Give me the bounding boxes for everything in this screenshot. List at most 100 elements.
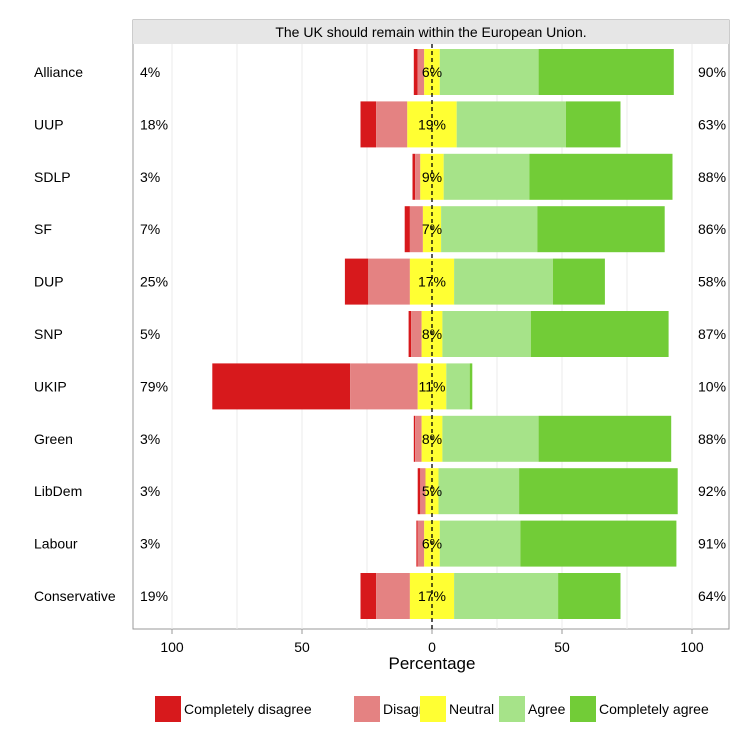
legend: Completely disagree Disagree Neutral Agree C… — [155, 696, 709, 722]
category-label: UUP — [34, 116, 64, 132]
agree-percent-label: 92% — [698, 483, 726, 499]
neutral-percent-label: 7% — [422, 221, 442, 237]
category-label: SNP — [34, 326, 63, 342]
category-label: UKIP — [34, 378, 67, 394]
bar-alliance-agree — [439, 49, 539, 95]
neutral-percent-label: 19% — [418, 116, 446, 132]
bar-libdem-completely-disagree — [417, 468, 421, 515]
disagree-percent-label: 3% — [140, 483, 160, 499]
bar-sf-completely-disagree — [404, 206, 410, 253]
disagree-percent-label: 18% — [140, 116, 168, 132]
x-tick-label: 100 — [680, 639, 704, 655]
bar-sf-agree — [441, 206, 538, 253]
bar-labour-completely-agree — [520, 520, 677, 567]
category-label: SF — [34, 221, 52, 237]
disagree-percent-label: 19% — [140, 588, 168, 604]
bar-alliance-completely-agree — [538, 49, 674, 95]
bar-alliance-completely-disagree — [413, 49, 418, 95]
bar-uup-completely-agree — [565, 101, 621, 148]
legend-swatch — [570, 696, 596, 722]
agree-percent-label: 91% — [698, 536, 726, 552]
percent-labels: 4% 6% 90% 18% 19% 63% 3% 9% 88% 7% 7% 86% 25% 17% 58% 5… — [140, 64, 726, 604]
bar-ukip-disagree — [350, 363, 418, 410]
bar-labour-disagree — [417, 520, 425, 567]
disagree-percent-label: 7% — [140, 221, 160, 237]
disagree-percent-label: 79% — [140, 378, 168, 394]
bar-alliance-disagree — [417, 49, 425, 95]
neutral-percent-label: 8% — [422, 431, 442, 447]
x-axis: 100 50 0 50 100 — [160, 629, 704, 655]
bar-green-disagree — [415, 415, 422, 462]
bar-conservative-completely-disagree — [360, 573, 377, 619]
neutral-percent-label: 6% — [422, 64, 442, 80]
agree-percent-label: 86% — [698, 221, 726, 237]
disagree-percent-label: 25% — [140, 274, 168, 290]
bar-libdem-agree — [438, 468, 520, 515]
category-label: SDLP — [34, 169, 71, 185]
category-label: Conservative — [34, 588, 116, 604]
bar-libdem-disagree — [420, 468, 426, 515]
bar-sdlp-neutral — [420, 153, 444, 200]
legend-swatch — [499, 696, 525, 722]
agree-percent-label: 58% — [698, 274, 726, 290]
bar-sdlp-disagree — [415, 153, 421, 200]
agree-percent-label: 63% — [698, 116, 726, 132]
bar-dup-disagree — [368, 258, 410, 305]
disagree-percent-label: 5% — [140, 326, 160, 342]
category-label: LibDem — [34, 483, 82, 499]
neutral-percent-label: 11% — [419, 378, 446, 394]
bar-uup-completely-disagree — [360, 101, 377, 148]
agree-percent-label: 88% — [698, 431, 726, 447]
neutral-percent-label: 5% — [422, 483, 442, 499]
disagree-percent-label: 3% — [140, 431, 160, 447]
neutral-percent-label: 9% — [422, 169, 442, 185]
x-tick-label: 100 — [160, 639, 184, 655]
bar-snp-completely-agree — [530, 311, 669, 357]
category-label: Labour — [34, 536, 78, 552]
neutral-percent-label: 17% — [418, 274, 446, 290]
x-tick-label: 0 — [428, 639, 436, 655]
title-strip — [133, 20, 729, 44]
bar-ukip-agree — [446, 363, 470, 410]
x-tick-label: 50 — [294, 639, 310, 655]
bar-sdlp-completely-agree — [529, 153, 673, 200]
bar-sdlp-completely-disagree — [412, 153, 416, 200]
agree-percent-label: 90% — [698, 64, 726, 80]
category-label: Green — [34, 431, 73, 447]
bar-conservative-agree — [454, 573, 559, 619]
disagree-percent-label: 3% — [140, 536, 160, 552]
legend-swatch — [155, 696, 181, 722]
legend-label: Completely agree — [599, 701, 709, 717]
bar-ukip-completely-disagree — [212, 363, 351, 410]
bar-sf-completely-agree — [537, 206, 665, 253]
x-axis-label: Percentage — [389, 654, 476, 673]
bar-green-completely-disagree — [413, 415, 416, 462]
chart-title: The UK should remain within the European… — [275, 24, 586, 40]
bar-libdem-neutral — [425, 468, 439, 515]
agree-percent-label: 10% — [698, 378, 726, 394]
bar-dup-completely-agree — [552, 258, 605, 305]
neutral-percent-label: 6% — [422, 536, 442, 552]
legend-label: Neutral — [449, 701, 494, 717]
agree-percent-label: 64% — [698, 588, 726, 604]
disagree-percent-label: 3% — [140, 169, 160, 185]
bars — [212, 49, 678, 619]
bar-green-completely-agree — [538, 415, 672, 462]
bar-sf-disagree — [409, 206, 423, 253]
bar-conservative-disagree — [376, 573, 410, 619]
x-tick-label: 50 — [554, 639, 570, 655]
bar-snp-completely-disagree — [408, 311, 412, 357]
bar-snp-agree — [442, 311, 531, 357]
legend-label: Completely disagree — [184, 701, 312, 717]
category-label: DUP — [34, 274, 64, 290]
category-labels: Alliance UUP SDLP SF DUP SNP UKIP Green LibDem La… — [34, 64, 116, 604]
bar-uup-disagree — [376, 101, 408, 148]
agree-percent-label: 88% — [698, 169, 726, 185]
legend-swatch — [420, 696, 446, 722]
neutral-percent-label: 8% — [422, 326, 442, 342]
bar-libdem-completely-agree — [519, 468, 678, 515]
legend-swatch — [354, 696, 380, 722]
bar-labour-completely-disagree — [416, 520, 418, 567]
bar-dup-agree — [454, 258, 553, 305]
